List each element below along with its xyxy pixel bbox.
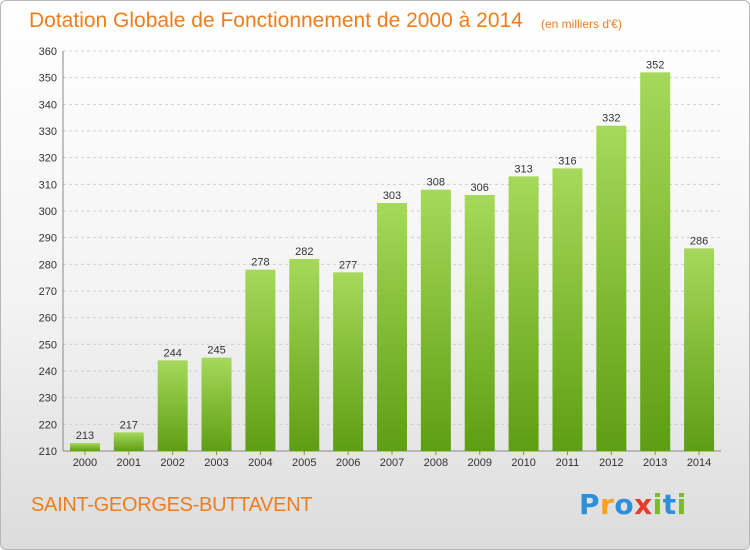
value-label: 352 — [646, 59, 664, 71]
value-label: 286 — [690, 235, 708, 247]
logo-letter: o — [614, 488, 635, 521]
value-label: 244 — [163, 347, 181, 359]
logo-letter: P — [579, 488, 601, 521]
y-tick-label: 320 — [39, 153, 57, 165]
value-label: 332 — [602, 113, 620, 125]
x-tick-label: 2012 — [599, 457, 623, 469]
bar-2005 — [289, 259, 320, 451]
bar-2011 — [552, 168, 583, 452]
x-tick-label: 2004 — [248, 457, 272, 469]
x-tick-label: 2013 — [643, 457, 667, 469]
value-label: 217 — [120, 419, 138, 431]
bars — [69, 72, 715, 452]
x-tick-label: 2005 — [292, 457, 316, 469]
x-tick-label: 2006 — [336, 457, 360, 469]
bar-2006 — [333, 272, 364, 451]
logo-letter: r — [600, 488, 615, 521]
bar-2001 — [113, 432, 144, 451]
logo-letter: x — [634, 488, 653, 521]
value-label: 306 — [471, 182, 489, 194]
bar-2003 — [201, 357, 232, 451]
x-tick-label: 2000 — [73, 457, 97, 469]
x-tick-label: 2008 — [424, 457, 448, 469]
bar-2012 — [596, 125, 627, 452]
y-tick-label: 290 — [39, 233, 57, 245]
bar-2000 — [69, 443, 100, 451]
bar-2008 — [420, 189, 451, 451]
value-label: 308 — [427, 177, 445, 189]
x-tick-label: 2002 — [160, 457, 184, 469]
value-label: 245 — [207, 345, 225, 357]
bar-2013 — [640, 72, 671, 451]
value-label: 213 — [76, 430, 94, 442]
logo-letter: t — [662, 488, 677, 521]
value-label: 277 — [339, 259, 357, 271]
x-tick-label: 2010 — [511, 457, 535, 469]
y-tick-label: 230 — [39, 393, 57, 405]
y-tick-label: 280 — [39, 259, 57, 271]
y-tick-label: 240 — [39, 366, 57, 378]
x-tick-label: 2007 — [380, 457, 404, 469]
y-tick-label: 350 — [39, 73, 57, 85]
value-label: 282 — [295, 246, 313, 258]
x-tick-label: 2003 — [204, 457, 228, 469]
proxiti-logo[interactable]: Proxiti — [579, 488, 687, 521]
chart-subtitle: (en milliers d'€) — [541, 17, 622, 31]
value-label: 313 — [514, 163, 532, 175]
y-tick-label: 260 — [39, 313, 57, 325]
y-tick-label: 250 — [39, 339, 57, 351]
value-labels: 213 217 244 245 278 282 277 303 308 306 313 316 332 3… — [76, 59, 708, 442]
x-tick-label: 2009 — [467, 457, 491, 469]
y-tick-label: 360 — [39, 46, 57, 58]
y-tick-label: 220 — [39, 419, 57, 431]
value-label: 278 — [251, 257, 269, 269]
x-tick-label: 2001 — [117, 457, 141, 469]
city-name: SAINT-GEORGES-BUTTAVENT — [31, 494, 313, 516]
value-label: 316 — [558, 155, 576, 167]
bar-2014 — [684, 248, 715, 451]
y-tick-label: 210 — [39, 446, 57, 458]
y-tick-label: 340 — [39, 99, 57, 111]
logo-letter: i — [652, 488, 663, 521]
y-tick-label: 300 — [39, 206, 57, 218]
bar-2009 — [464, 195, 495, 451]
y-tick-label: 330 — [39, 126, 57, 138]
bar-2004 — [245, 269, 276, 451]
axes: 210 220 230 240 250 260 270 280 290 300 310 320 330 3… — [39, 46, 721, 469]
bar-2007 — [377, 203, 407, 451]
y-tick-label: 310 — [39, 179, 57, 191]
y-tick-label: 270 — [39, 286, 57, 298]
x-tick-label: 2014 — [687, 457, 711, 469]
chart-title: Dotation Globale de Fonctionnement de 20… — [29, 9, 523, 32]
bar-2002 — [157, 360, 188, 451]
bar-2010 — [508, 176, 539, 452]
logo-letter: i — [676, 488, 687, 521]
value-label: 303 — [383, 190, 401, 202]
x-tick-label: 2011 — [556, 457, 580, 469]
